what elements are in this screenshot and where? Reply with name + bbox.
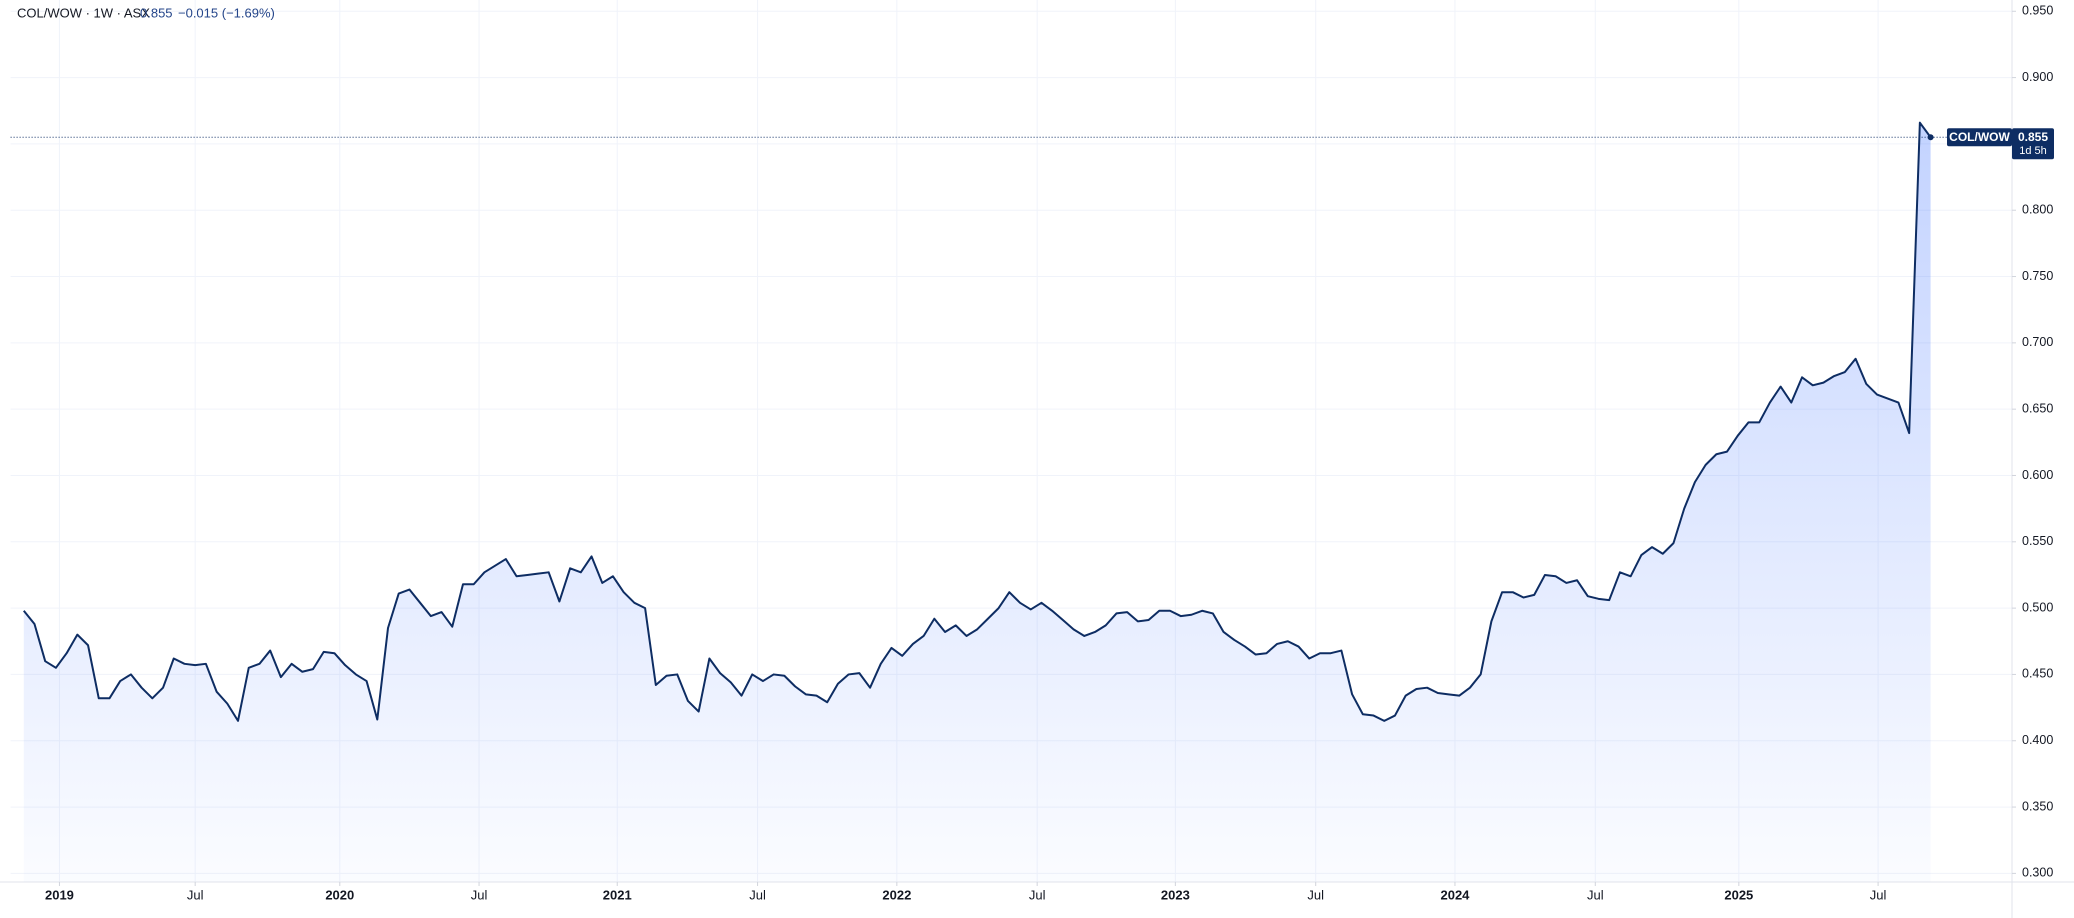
y-tick-label: 0.650 — [2022, 401, 2053, 415]
y-tick-label: 0.350 — [2022, 799, 2053, 813]
y-tick-label: 0.600 — [2022, 468, 2053, 482]
y-tick-label: 0.950 — [2022, 4, 2053, 18]
y-tick-label: 0.900 — [2022, 70, 2053, 84]
x-tick-label: Jul — [1307, 887, 1324, 902]
tag-name: COL/WOW — [1949, 130, 2010, 144]
x-tick-label: Jul — [471, 887, 488, 902]
y-tick-label: 0.800 — [2022, 203, 2053, 217]
x-tick-label: 2022 — [882, 887, 911, 902]
last-price: 0.855 — [140, 5, 173, 20]
chart-title: COL/WOW · 1W · ASX — [17, 5, 150, 20]
line — [23, 121, 1932, 722]
x-tick-label: Jul — [187, 887, 204, 902]
x-tick-label: Jul — [749, 887, 766, 902]
x-tick-label: 2021 — [603, 887, 632, 902]
y-tick-label: 0.550 — [2022, 534, 2053, 548]
x-tick-label: Jul — [1587, 887, 1604, 902]
price-change: −0.015 (−1.69%) — [178, 5, 275, 20]
x-tick-label: Jul — [1029, 887, 1046, 902]
x-tick-label: Jul — [1870, 887, 1887, 902]
tag-countdown: 1d 5h — [2019, 145, 2047, 157]
area — [23, 122, 1931, 883]
plot — [10, 121, 2012, 883]
x-tick-label: 2019 — [45, 887, 74, 902]
tag-price: 0.855 — [2018, 130, 2048, 144]
y-tick-label: 0.700 — [2022, 335, 2053, 349]
last-point — [1927, 134, 1934, 141]
tag-name-box — [1947, 128, 2012, 147]
tag-price-box — [2012, 128, 2054, 160]
x-tick-label: 2020 — [325, 887, 354, 902]
y-tick-label: 0.750 — [2022, 269, 2053, 283]
x-tick-label: 2024 — [1440, 887, 1470, 902]
y-tick-label: 0.450 — [2022, 667, 2053, 681]
x-tick-label: 2023 — [1161, 887, 1190, 902]
y-tick-label: 0.300 — [2022, 866, 2053, 880]
x-tick-label: 2025 — [1724, 887, 1753, 902]
y-tick-label: 0.400 — [2022, 733, 2053, 747]
axes: 0.300 0.350 0.400 0.450 0.500 0.550 0.600 0.650… — [45, 4, 2053, 903]
y-tick-label: 0.500 — [2022, 600, 2053, 614]
